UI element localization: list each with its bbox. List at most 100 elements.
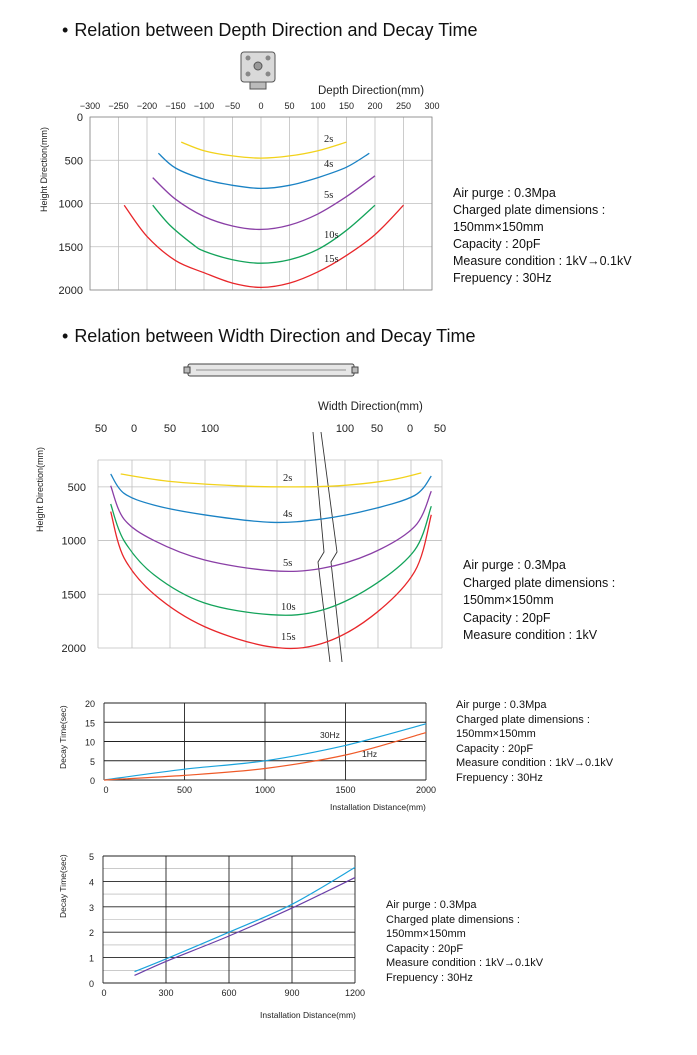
series-line-30Hz <box>103 723 427 781</box>
x-tick-label: 50 <box>95 423 107 435</box>
decay-chart-1200: 0 1 2 3 4 5 0 300 600 900 1200 Installation Distanc… <box>58 852 365 1020</box>
section2-title: Relation between Width Direction and Dec… <box>74 326 476 346</box>
x-tick-label: 500 <box>177 785 192 795</box>
note-line: Air purge : 0.3Mpa <box>456 699 547 711</box>
note-line: Charged plate dimensions : <box>463 575 616 590</box>
section2-notes: Air purge : 0.3Mpa Charged plate dimensi… <box>463 557 615 645</box>
note-line: Capacity : 20pF <box>456 742 534 755</box>
note-line: Measure condition : 1kV→0.1kV <box>456 757 614 769</box>
series-label-4s: 4s <box>324 159 333 170</box>
y-axis-label: Decay Time(sec) <box>58 854 68 918</box>
note-line: Charged plate dimensions : <box>456 713 590 726</box>
series-line-10s <box>110 503 432 616</box>
x-tick-label: 1500 <box>335 785 355 795</box>
y-tick-label: 5 <box>90 757 95 767</box>
x-tick-label: 50 <box>434 423 446 435</box>
y-tick-label: 1 <box>89 954 94 964</box>
x-tick-label: 150 <box>339 101 354 111</box>
section1-notes: Air purge : 0.3Mpa Charged plate dimensi… <box>453 185 632 287</box>
x-tick-label: −300 <box>80 101 100 111</box>
ionizer-bar-illustration <box>183 363 359 377</box>
series-label-2s: 2s <box>283 473 292 484</box>
series-line-5s <box>110 485 432 573</box>
x-tick-label: 100 <box>201 423 219 435</box>
series-line-10s <box>152 204 376 264</box>
y-tick-label: 1000 <box>59 199 83 211</box>
series-line-15s <box>123 204 404 289</box>
note-line: 150mm×150mm <box>453 220 544 234</box>
x-tick-label: 50 <box>164 423 176 435</box>
note-line: Frepuency : 30Hz <box>453 271 552 285</box>
y-axis-label: Height Direction(mm) <box>39 127 49 212</box>
series-label-5s: 5s <box>283 558 292 569</box>
depth-chart: −300 −250 −200 −150 −100 −50 0 50 100 150 200 250 30… <box>39 85 440 297</box>
series-label-2s: 2s <box>324 134 333 145</box>
x-tick-label: −150 <box>165 101 185 111</box>
plot-frame <box>89 116 433 291</box>
axis-break-line <box>312 431 331 663</box>
y-tick-label: 2000 <box>62 643 86 655</box>
section1-title: Relation between Depth Direction and Dec… <box>74 20 478 40</box>
note-line: Frepuency : 30Hz <box>456 771 543 784</box>
note-line: Capacity : 20pF <box>463 610 551 625</box>
note-line: 150mm×150mm <box>456 728 536 740</box>
series-label-15s: 15s <box>281 632 296 643</box>
series-line-4s <box>110 473 432 524</box>
note-line: 150mm×150mm <box>386 928 466 940</box>
series-line-1Hz <box>103 732 427 781</box>
section4-notes: Air purge : 0.3Mpa Charged plate dimensi… <box>386 898 543 985</box>
series-line-2s <box>180 141 347 159</box>
series-label-30Hz: 30Hz <box>320 730 340 740</box>
y-tick-label: 10 <box>85 738 95 748</box>
decay-chart-2000: 0 5 10 15 20 0 500 1000 1500 2000 Installation Dis… <box>58 699 436 812</box>
series-line-15s <box>110 511 432 650</box>
x-axis-label: Installation Distance(mm) <box>330 802 426 812</box>
y-tick-label: 1000 <box>62 536 86 548</box>
x-axis-label: Depth Direction(mm) <box>318 85 424 97</box>
bullet-icon: • <box>62 326 69 346</box>
note-line: Measure condition : 1kV→0.1kV <box>386 957 544 969</box>
section1-heading: • Relation between Depth Direction and De… <box>62 20 478 41</box>
ionizer-front-illustration <box>240 51 276 90</box>
y-tick-label: 2 <box>89 928 94 938</box>
x-tick-label: 0 <box>131 423 137 435</box>
x-tick-label: −50 <box>225 101 240 111</box>
y-tick-label: 20 <box>85 699 95 709</box>
axis-break-line <box>320 431 343 663</box>
series-label-10s: 10s <box>324 230 339 241</box>
bullet-icon: • <box>62 20 69 40</box>
y-tick-label: 2000 <box>59 285 83 297</box>
y-axis-label: Decay Time(sec) <box>58 705 68 769</box>
x-tick-label: −100 <box>194 101 214 111</box>
note-line: Charged plate dimensions : <box>386 913 520 926</box>
y-tick-label: 4 <box>89 877 94 887</box>
x-tick-label: 0 <box>407 423 413 435</box>
note-line: 150mm×150mm <box>463 593 554 607</box>
series-label-5s: 5s <box>324 190 333 201</box>
note-line: Air purge : 0.3Mpa <box>463 558 566 572</box>
x-tick-label: 300 <box>158 988 173 998</box>
y-tick-label: 0 <box>90 776 95 786</box>
y-tick-label: 15 <box>85 718 95 728</box>
series-line-1 <box>134 877 356 976</box>
x-tick-label: 300 <box>424 101 439 111</box>
note-line: Measure condition : 1kV <box>463 628 598 642</box>
section3-notes: Air purge : 0.3Mpa Charged plate dimensi… <box>456 698 613 785</box>
series-label-15s: 15s <box>324 254 339 265</box>
x-axis-label: Installation Distance(mm) <box>260 1010 356 1020</box>
series-line-5s <box>152 175 376 231</box>
x-tick-label: −250 <box>108 101 128 111</box>
note-line: Frepuency : 30Hz <box>386 971 473 984</box>
section2-heading: • Relation between Width Direction and De… <box>62 326 476 347</box>
x-tick-label: 0 <box>101 988 106 998</box>
series-label-4s: 4s <box>283 509 292 520</box>
x-tick-label: 0 <box>103 785 108 795</box>
y-tick-label: 500 <box>68 482 86 494</box>
series-line-4s <box>157 152 370 190</box>
series-line-0 <box>134 866 356 973</box>
x-tick-label: 250 <box>396 101 411 111</box>
note-line: Charged plate dimensions : <box>453 203 606 217</box>
note-line: Capacity : 20pF <box>453 237 541 251</box>
